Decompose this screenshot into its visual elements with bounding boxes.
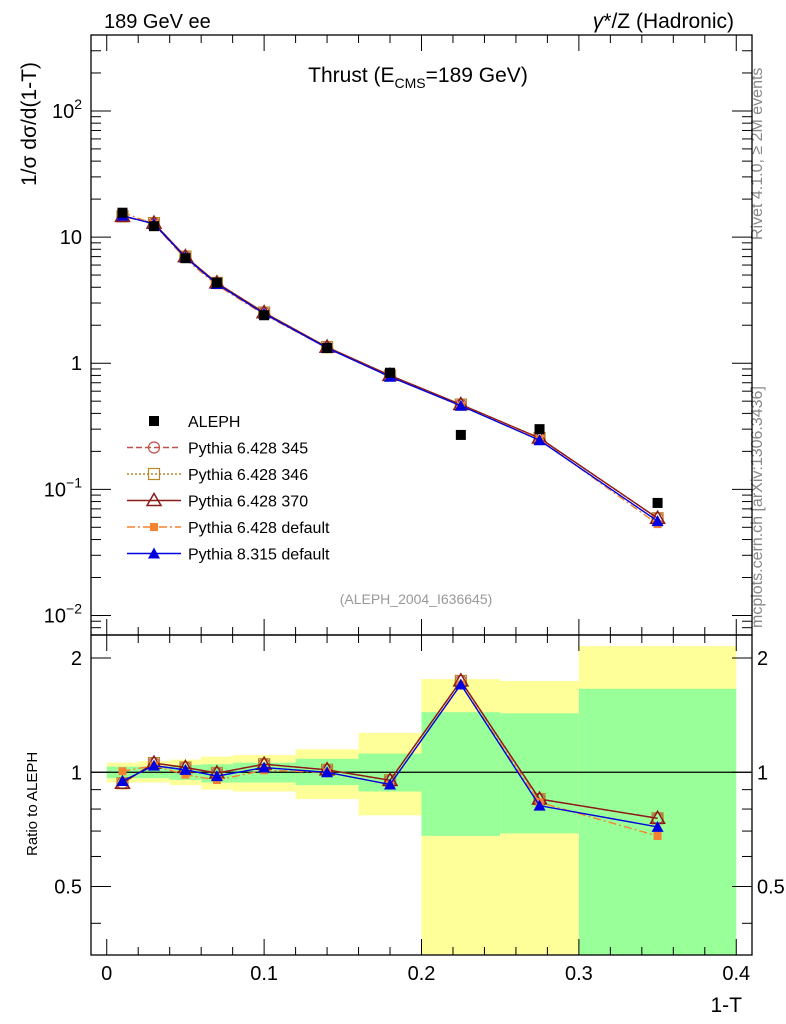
data-point-aleph: [455, 429, 466, 440]
ratio-uncertainty-bands: [91, 646, 752, 955]
x-tick-label: 0.4: [722, 963, 750, 985]
ratio-point-pythia-8-315-default: [454, 678, 467, 690]
x-tick-label: 0.3: [565, 963, 593, 985]
y-axis-label: 1/σ dσ/d(1-T): [18, 62, 41, 186]
data-point-aleph: [117, 207, 128, 218]
ratio-point-pythia-6-428-default: [653, 831, 662, 840]
legend: ALEPH Pythia 6.428 345 Pythia 6.428 346 Pyt…: [127, 414, 330, 564]
y-tick-label: 10−2: [44, 600, 82, 627]
point-pythia-8-315-default: [533, 434, 546, 446]
y-tick-label: 102: [52, 96, 82, 123]
data-point-aleph: [180, 253, 191, 264]
x-tick-label: 0: [101, 963, 112, 985]
legend-label-aleph: ALEPH: [188, 414, 240, 431]
data-point-aleph: [211, 277, 222, 288]
x-axis-label: 1-T: [711, 994, 743, 1017]
data-point-aleph: [534, 424, 545, 435]
x-tick-label: 0.1: [250, 963, 278, 985]
ratio-y-axis-label: Ratio to ALEPH: [24, 752, 41, 856]
data-point-aleph: [385, 367, 396, 378]
plot-title: Thrust (ECMS=189 GeV): [308, 64, 528, 91]
ratio-point-pythia-8-315-default: [384, 778, 397, 790]
legend-label-pythia-8-315-default: Pythia 8.315 default: [188, 547, 330, 564]
ratio-point-pythia-8-315-default: [651, 820, 664, 832]
ratio-point-pythia-8-315-default: [116, 774, 129, 786]
ratio-point-pythia-8-315-default: [533, 799, 546, 811]
ratio-tick-label-left: 0.5: [54, 877, 82, 899]
ratio-tick-label-right: 1: [757, 762, 768, 784]
y-tick-label: 10−1: [44, 474, 82, 501]
data-point-aleph: [322, 342, 333, 353]
header-right-label: γ*/Z (Hadronic): [593, 10, 734, 33]
header-left-label: 189 GeV ee: [104, 11, 211, 33]
legend-marker-pythia-6-428-345: [147, 441, 161, 454]
ratio-point-pythia-8-315-default: [321, 766, 334, 778]
ratio-point-pythia-8-315-default: [147, 759, 160, 771]
ratio-tick-label-left: 1: [71, 762, 82, 784]
rivet-version-label: Rivet 4.1.0, ≥ 2M events: [749, 68, 766, 240]
legend-marker-pythia-6-428-370: [145, 492, 163, 507]
analysis-tag: (ALEPH_2004_I636645): [340, 591, 493, 607]
ratio-point-pythia-8-315-default: [210, 770, 223, 782]
point-pythia-8-315-default: [651, 515, 664, 527]
legend-label-pythia-6-428-345: Pythia 6.428 345: [188, 441, 308, 458]
ratio-band-green: [421, 712, 501, 836]
ratio-line-pythia-6-428-370: [122, 679, 658, 819]
y-tick-label: 10: [60, 227, 82, 249]
legend-marker-pythia-6-428-default: [150, 523, 158, 531]
legend-marker-pythia-8-315-default: [148, 547, 160, 559]
main-series-group: [114, 207, 666, 529]
ratio-tick-label-left: 2: [71, 648, 82, 670]
data-point-aleph: [259, 310, 270, 321]
y-tick-label: 1: [71, 353, 82, 375]
axis-ticks: 0 0.1 0.2 0.3 0.4 10−2 10−1 1 10 102 0.5 0.5 1 1 2 2: [44, 34, 785, 985]
ratio-line-pythia-8-315-default: [122, 683, 658, 828]
ratio-point-pythia-8-315-default: [258, 761, 271, 773]
series-line-pythia-8-315-default: [122, 214, 658, 522]
ratio-band-green: [500, 713, 579, 834]
data-point-aleph: [652, 497, 663, 508]
point-pythia-8-315-default: [454, 399, 467, 411]
data-point-aleph: [148, 221, 159, 232]
legend-marker-aleph: [149, 416, 159, 426]
x-tick-label: 0.2: [408, 963, 436, 985]
main-plot-frame: [90, 34, 753, 636]
ratio-point-pythia-8-315-default: [179, 763, 192, 775]
mcplots-label: mcplots.cern.ch [arXiv:1306.3436]: [749, 386, 766, 628]
legend-marker-pythia-6-428-346: [147, 467, 161, 481]
legend-label-pythia-6-428-370: Pythia 6.428 370: [188, 494, 308, 511]
ratio-tick-label-right: 2: [757, 648, 768, 670]
ratio-series-group: [114, 672, 666, 840]
ratio-tick-label-right: 0.5: [757, 877, 785, 899]
ratio-line-pythia-6-428-default: [122, 683, 658, 837]
legend-label-pythia-6-428-default: Pythia 6.428 default: [188, 520, 330, 537]
legend-label-pythia-6-428-346: Pythia 6.428 346: [188, 467, 308, 484]
ratio-point-pythia-6-428-default: [118, 767, 127, 776]
